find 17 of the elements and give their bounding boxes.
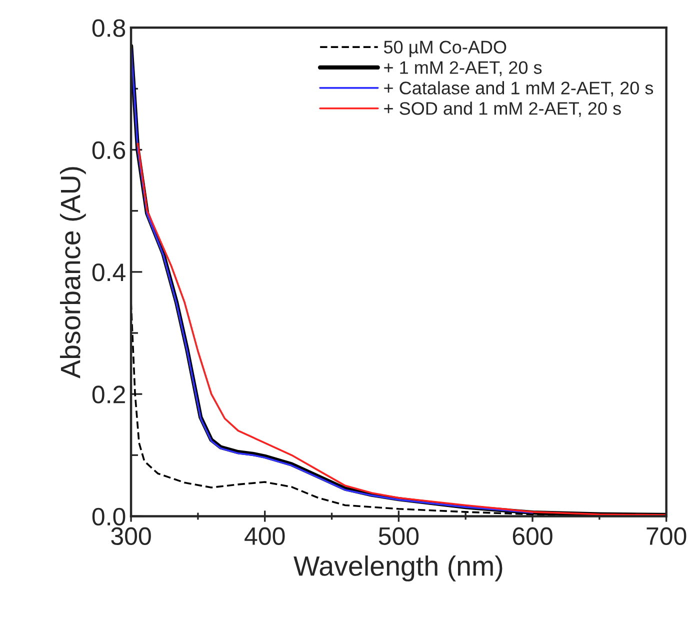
y-tick-label: 0.8 — [92, 19, 126, 37]
legend-label: + 1 mM 2-AET, 20 s — [384, 61, 542, 76]
x-tick-label: 700 — [646, 527, 686, 545]
x-tick-label: 500 — [378, 527, 419, 545]
line-series — [136, 142, 666, 516]
x-tick-label: 600 — [512, 527, 552, 545]
x-tick-label: 400 — [244, 527, 285, 545]
y-tick-label: 0.6 — [92, 141, 126, 160]
legend-label: + SOD and 1 mM 2-AET, 20 s — [384, 102, 621, 117]
y-tick-label: 0.2 — [92, 386, 125, 404]
legend-label: 50 µM Co-ADO — [384, 40, 506, 58]
x-axis-title: Wavelength (nm) — [294, 555, 502, 582]
legend-label: + Catalase and 1 mM 2-AET, 20 s — [384, 81, 654, 97]
y-axis-title: Absorbance (AU) — [60, 167, 86, 378]
x-tick-label: 300 — [111, 527, 151, 545]
y-tick-label: 0.4 — [92, 264, 126, 282]
y-tick-label: 0.0 — [92, 508, 126, 526]
